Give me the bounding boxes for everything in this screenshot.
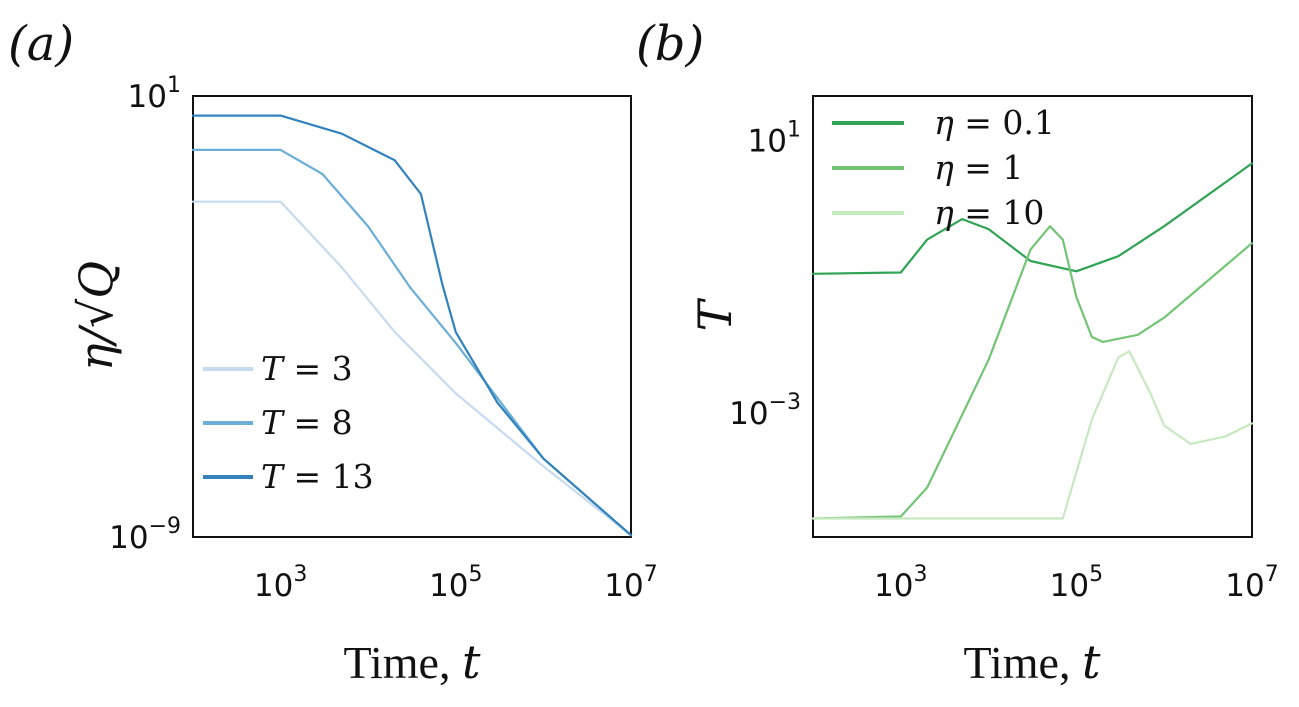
panel-b-legend: η = 0.1η = 1η = 10 — [832, 103, 1055, 232]
panel-b-y-axis-label: T — [688, 297, 742, 331]
tick-exponent: −9 — [149, 514, 181, 539]
panel-b-series-line-1 — [811, 162, 1254, 275]
legend-value: = 0.1 — [954, 103, 1055, 142]
panel-b-series-line-3 — [811, 350, 1254, 520]
legend-value: = 1 — [954, 148, 1024, 187]
panel-b-legend-label-3: η = 10 — [934, 193, 1044, 232]
panel-a-legend-label-3: T = 13 — [261, 457, 374, 496]
panel-a-x-tick-label-2: 105 — [429, 562, 482, 604]
panel-a-legend: T = 3T = 8T = 13 — [203, 349, 374, 496]
panel-a-series-line-3 — [191, 114, 633, 537]
panel-b-x-ticks: 103 105 107 — [874, 562, 1279, 604]
tick-base: 10 — [874, 568, 913, 604]
panel-a-plot-frame — [192, 95, 632, 538]
tick-base: 10 — [604, 568, 643, 604]
panel-b-x-axis-text: Time, — [964, 637, 1082, 688]
tick-base: 10 — [748, 123, 787, 159]
tick-base: 10 — [109, 520, 148, 556]
legend-variable: η — [934, 193, 954, 232]
panel-a-x-axis-text: Time, — [344, 637, 462, 688]
panel-b-series-group — [811, 162, 1254, 520]
tick-base: 10 — [1225, 568, 1264, 604]
panel-b-x-axis-variable: t — [1082, 635, 1101, 689]
tick-exponent: 1 — [787, 117, 801, 142]
legend-variable: T — [261, 403, 286, 442]
panel-b-legend-label-1: η = 0.1 — [934, 103, 1055, 142]
panel-a-series-group — [191, 114, 633, 537]
panel-a-legend-label-2: T = 8 — [261, 403, 353, 442]
panel-a-legend-label-1: T = 3 — [261, 349, 353, 388]
legend-variable: T — [261, 457, 286, 496]
panel-b-plot-frame — [812, 95, 1253, 538]
legend-value: = 8 — [283, 403, 353, 442]
panel-b-y-tick-label-1: 101 — [748, 117, 801, 159]
legend-variable: T — [261, 349, 286, 388]
panel-b-series-line-2 — [811, 225, 1254, 520]
tick-exponent: −3 — [769, 390, 801, 415]
panel-b-x-axis-label: Time, t — [964, 635, 1101, 689]
panel-a-label: (a) — [8, 16, 74, 72]
tick-base: 10 — [1050, 568, 1089, 604]
tick-base: 10 — [254, 568, 293, 604]
tick-base: 10 — [429, 568, 468, 604]
legend-value: = 3 — [283, 349, 353, 388]
tick-exponent: 3 — [293, 562, 307, 587]
legend-variable: η — [934, 148, 954, 187]
panel-a-x-tick-label-1: 103 — [254, 562, 307, 604]
tick-exponent: 3 — [914, 562, 928, 587]
panel-a-series-line-1 — [191, 200, 633, 537]
panel-a-x-tick-label-3: 107 — [604, 562, 657, 604]
legend-value: = 13 — [283, 457, 374, 496]
tick-base: 10 — [128, 79, 167, 115]
panel-a-x-axis-label: Time, t — [344, 635, 481, 689]
tick-exponent: 7 — [644, 562, 658, 587]
tick-exponent: 7 — [1265, 562, 1279, 587]
tick-exponent: 5 — [469, 562, 483, 587]
legend-value: = 10 — [954, 193, 1045, 232]
panel-b-x-tick-label-1: 103 — [874, 562, 927, 604]
panel-a-y-tick-label-1: 101 — [128, 73, 181, 115]
panel-b-x-tick-label-2: 105 — [1050, 562, 1103, 604]
tick-exponent: 1 — [167, 73, 181, 98]
panel-a-x-ticks: 103 105 107 — [254, 562, 658, 604]
tick-base: 10 — [729, 396, 768, 432]
panel-b-legend-label-2: η = 1 — [934, 148, 1023, 187]
legend-variable: η — [934, 103, 954, 142]
panel-b-x-tick-label-3: 107 — [1225, 562, 1278, 604]
panel-b-label: (b) — [636, 16, 704, 72]
panel-a-x-axis-variable: t — [462, 635, 481, 689]
tick-exponent: 5 — [1089, 562, 1103, 587]
panel-a-y-axis-label: η/√Q — [69, 261, 123, 371]
panel-a-y-tick-label-2: 10−9 — [109, 514, 181, 556]
panel-b-y-tick-label-2: 10−3 — [729, 390, 801, 432]
